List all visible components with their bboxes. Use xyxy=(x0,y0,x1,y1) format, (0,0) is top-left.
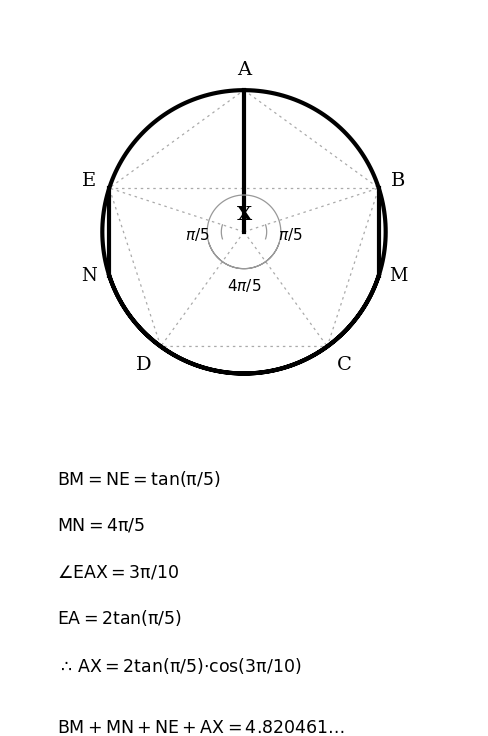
Text: $\angle\mathrm{EAX = 3\pi/10}$: $\angle\mathrm{EAX = 3\pi/10}$ xyxy=(57,564,179,581)
Text: N: N xyxy=(81,266,97,285)
Text: B: B xyxy=(391,172,406,190)
Text: M: M xyxy=(389,266,408,285)
Text: $4\pi/5$: $4\pi/5$ xyxy=(227,277,261,294)
Text: X: X xyxy=(236,206,252,224)
Text: $\mathrm{BM + MN + NE + AX = 4.820461{\ldots}}$: $\mathrm{BM + MN + NE + AX = 4.820461{\l… xyxy=(57,721,345,736)
Text: $\mathrm{EA = 2tan(\pi/5)}$: $\mathrm{EA = 2tan(\pi/5)}$ xyxy=(57,609,182,629)
Text: E: E xyxy=(82,172,97,190)
Text: $\mathrm{MN = 4\pi/5}$: $\mathrm{MN = 4\pi/5}$ xyxy=(57,516,145,534)
Text: $\therefore\,\mathrm{AX = 2tan(\pi/5){\cdot}cos(3\pi/10)}$: $\therefore\,\mathrm{AX = 2tan(\pi/5){\c… xyxy=(57,656,302,676)
Text: D: D xyxy=(136,356,152,374)
Text: C: C xyxy=(337,356,352,374)
Text: $\pi/5$: $\pi/5$ xyxy=(185,226,209,243)
Text: A: A xyxy=(237,61,251,79)
Text: $\pi/5$: $\pi/5$ xyxy=(279,226,303,243)
Text: $\mathrm{BM = NE = tan(\pi/5)}$: $\mathrm{BM = NE = tan(\pi/5)}$ xyxy=(57,469,221,489)
